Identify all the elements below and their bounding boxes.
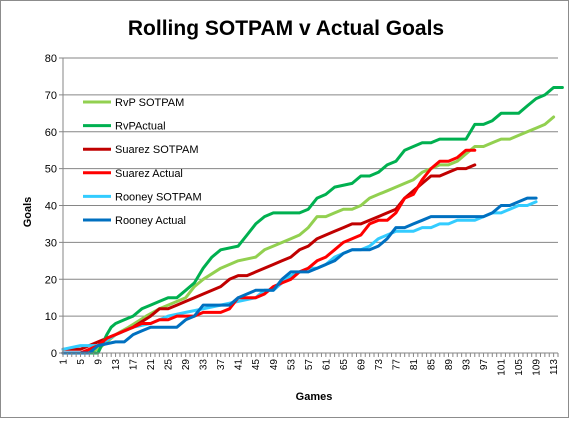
y-tick-label: 10 [45, 311, 57, 323]
series-lines [61, 86, 564, 355]
y-axis-title: Goals [22, 197, 34, 228]
x-tick-label: 65 [339, 359, 350, 371]
x-tick-label: 69 [356, 359, 367, 371]
y-tick-label: 60 [45, 127, 57, 139]
chart-title: Rolling SOTPAM v Actual Goals [128, 17, 444, 40]
legend-label: RvP SOTPAM [115, 97, 184, 109]
x-tick-label: 33 [199, 359, 210, 371]
x-tick-label: 5 [76, 359, 87, 365]
x-tick-label: 89 [444, 359, 455, 371]
legend-label: Rooney Actual [115, 215, 186, 227]
x-tick-label: 77 [391, 359, 402, 371]
x-tick-label: 97 [479, 359, 490, 371]
series-line [61, 86, 564, 355]
y-tick-label: 20 [45, 274, 57, 286]
legend-label: RvPActual [115, 121, 166, 133]
x-tick-label: 1 [59, 359, 70, 365]
x-tick-label: 93 [462, 359, 473, 371]
x-tick-label: 61 [321, 359, 332, 371]
x-tick-label: 49 [269, 359, 280, 371]
x-tick-label: 21 [146, 359, 157, 371]
x-tick-label: 113 [549, 359, 560, 375]
y-tick-label: 80 [45, 53, 57, 65]
x-axis-title: Games [296, 391, 333, 403]
y-tick-label: 30 [45, 237, 57, 249]
y-tick-label: 70 [45, 90, 57, 102]
series-line [61, 196, 538, 355]
x-tick-label: 13 [111, 359, 122, 371]
legend-label: Suarez SOTPAM [115, 144, 199, 156]
axes [59, 57, 559, 357]
x-tick-label: 41 [234, 359, 245, 371]
y-tick-label: 0 [51, 348, 57, 360]
x-tick-label: 105 [514, 359, 525, 376]
series-line [61, 115, 556, 355]
x-tick-label: 73 [374, 359, 385, 371]
x-tick-label: 85 [426, 359, 437, 371]
legend: RvP SOTPAM RvPActual Suarez SOTPAM Suarez A… [83, 97, 202, 227]
plot-area [59, 57, 564, 357]
x-tick-label: 57 [304, 359, 315, 371]
legend-label: Rooney SOTPAM [115, 191, 202, 203]
x-tick-label: 25 [164, 359, 175, 371]
x-tick-label: 109 [532, 359, 543, 376]
y-axis-tick-labels: 0 10 20 30 40 50 60 70 80 [45, 53, 57, 360]
legend-label: Suarez Actual [115, 168, 183, 180]
x-tick-label: 17 [129, 359, 140, 371]
x-tick-label: 45 [251, 359, 262, 371]
y-tick-label: 40 [45, 201, 57, 213]
x-axis-tick-labels: 1 5 9 13 17 21 25 29 33 37 41 45 49 53 57 61 65 69 73 77 81 8… [59, 359, 561, 376]
series-line [61, 148, 477, 355]
y-tick-label: 50 [45, 164, 57, 176]
x-tick-label: 81 [409, 359, 420, 371]
x-tick-label: 53 [286, 359, 297, 371]
x-tick-label: 29 [181, 359, 192, 371]
x-tick-label: 37 [216, 359, 227, 371]
x-tick-label: 101 [497, 359, 508, 376]
x-tick-label: 9 [94, 359, 105, 365]
